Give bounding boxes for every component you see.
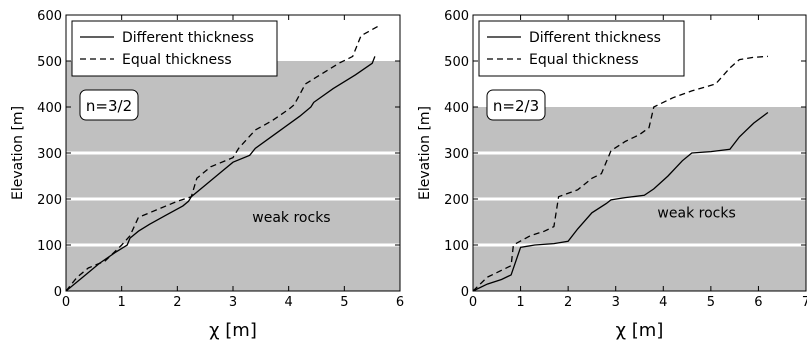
x-axis-label: χ [m] (209, 320, 257, 341)
y-tick-label: 500 (444, 55, 469, 70)
legend-box (71, 20, 278, 77)
y-tick-label: 200 (37, 193, 62, 208)
x-tick-label: 5 (340, 295, 348, 310)
annotation: n=2/3 (486, 89, 546, 121)
x-tick-label: 1 (516, 295, 524, 310)
y-tick-label: 100 (37, 239, 62, 254)
y-tick-label: 200 (444, 193, 469, 208)
x-tick-label: 6 (754, 295, 762, 310)
y-tick-label: 600 (37, 9, 62, 24)
chart-panel-1: weak rocks 0 1 2 3 4 5 6 0 100 200 300 400 500 600 χ [m… (10, 9, 404, 341)
y-tick-label: 500 (37, 55, 62, 70)
legend: Different thickness Equal thickness (71, 20, 278, 77)
x-tick-label: 2 (564, 295, 572, 310)
legend-entry-label: Different thickness (122, 30, 254, 46)
y-tick-label: 600 (444, 9, 469, 24)
x-tick-label: 3 (229, 295, 237, 310)
legend-entry-label: Different thickness (529, 30, 661, 46)
legend: Different thickness Equal thickness (478, 20, 685, 77)
y-tick-label: 300 (37, 147, 62, 162)
series-line-different-thickness (65, 56, 376, 292)
region-label: weak rocks (657, 205, 735, 221)
legend-box (478, 20, 685, 77)
annotation-text: n=2/3 (493, 97, 539, 115)
y-tick-label: 100 (444, 239, 469, 254)
x-tick-label: 0 (469, 295, 477, 310)
x-axis-label: χ [m] (616, 320, 664, 341)
annotation: n=3/2 (79, 89, 139, 121)
series-line-different-thickness (472, 111, 769, 292)
x-tick-label: 2 (173, 295, 181, 310)
legend-entry-label: Equal thickness (122, 52, 232, 68)
y-tick-label: 300 (444, 147, 469, 162)
y-axis-label: Elevation [m] (10, 106, 26, 200)
x-tick-label: 7 (802, 295, 807, 310)
series-line-equal-thickness (472, 55, 768, 292)
x-tick-label: 1 (118, 295, 126, 310)
y-axis-label: Elevation [m] (417, 106, 433, 200)
x-tick-label: 5 (707, 295, 715, 310)
annotation-box (486, 89, 546, 121)
series-line-equal-thickness (65, 25, 379, 292)
x-tick-label: 0 (62, 295, 70, 310)
x-tick-label: 3 (612, 295, 620, 310)
y-tick-label: 0 (461, 285, 469, 300)
legend-entry-label: Equal thickness (529, 52, 639, 68)
x-tick-label: 6 (396, 295, 404, 310)
y-tick-label: 400 (37, 101, 62, 116)
y-tick-label: 400 (444, 101, 469, 116)
region-label: weak rocks (252, 210, 330, 226)
x-tick-label: 4 (659, 295, 667, 310)
annotation-box (79, 89, 139, 121)
annotation-text: n=3/2 (86, 97, 132, 115)
y-tick-label: 0 (54, 285, 62, 300)
chart-panel-2: weak rocks 0 1 2 3 4 5 6 7 0 100 200 300 400 500 600 χ [… (417, 9, 807, 341)
x-tick-label: 4 (285, 295, 293, 310)
